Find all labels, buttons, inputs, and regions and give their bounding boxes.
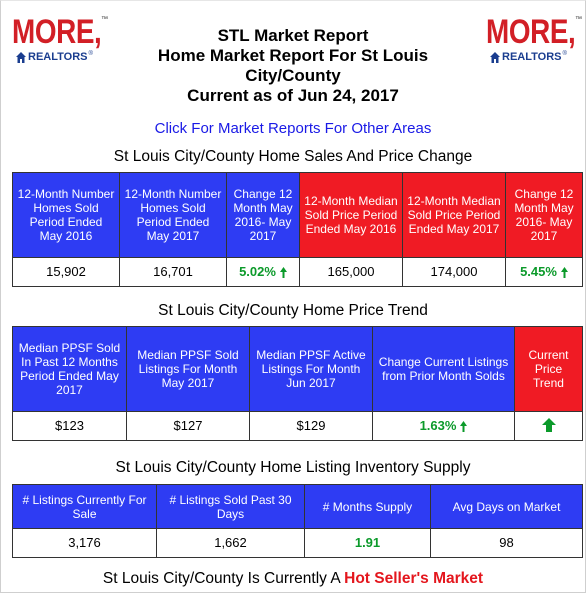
value-cell: 98 [430, 528, 583, 558]
inventory-values-row: 3,176 1,662 1.91 98 [12, 528, 583, 558]
header-cell: Change 12 Month May 2016- May 2017 [226, 172, 300, 258]
logo-wordmark: MORE, [486, 13, 576, 51]
sales-section-title: St Louis City/County Home Sales And Pric… [113, 148, 473, 165]
header-cell: # Listings Sold Past 30 Days [156, 484, 305, 529]
report-header: STL Market Report Home Market Report For… [110, 26, 476, 106]
sales-values-row: 15,902 16,701 5.02% 165,000 174,000 5.45… [12, 257, 583, 287]
up-arrow-icon [560, 267, 568, 279]
up-arrow-icon [460, 421, 468, 433]
value-cell: $127 [126, 411, 250, 441]
header-cell: # Listings Currently For Sale [12, 484, 157, 529]
header-cell: Change Current Listings from Prior Month… [372, 326, 515, 412]
header-cell: 12-Month Median Sold Price Period Ended … [299, 172, 403, 258]
header-cell: 12-Month Median Sold Price Period Ended … [402, 172, 506, 258]
value-cell-change: 5.45% [505, 257, 583, 287]
value-cell: 174,000 [402, 257, 506, 287]
report-subtitle: Home Market Report For St Louis [157, 46, 429, 65]
logo-more-realtors-right[interactable]: MORE, ™ REALTORS ® [484, 14, 584, 64]
trend-header-row: Median PPSF Sold In Past 12 Months Perio… [12, 326, 583, 412]
market-status-prefix: St Louis City/County Is Currently A [102, 570, 345, 587]
price-trend-cell [514, 411, 583, 441]
header-cell: 12-Month Number Homes Sold Period Ended … [119, 172, 227, 258]
value-cell-months-supply: 1.91 [304, 528, 431, 558]
value-cell-change: 1.63% [372, 411, 515, 441]
value-cell: $123 [12, 411, 127, 441]
trend-section-title: St Louis City/County Home Price Trend [158, 302, 428, 319]
logo-trademark: ™ [575, 16, 582, 23]
inventory-header-row: # Listings Currently For Sale # Listings… [12, 484, 583, 529]
sales-header-row: 12-Month Number Homes Sold Period Ended … [12, 172, 583, 258]
value-cell-change: 5.02% [226, 257, 300, 287]
value-cell: 16,701 [119, 257, 227, 287]
sales-table: 12-Month Number Homes Sold Period Ended … [12, 172, 583, 287]
change-value: 1.63% [419, 418, 457, 433]
logo-wordmark: MORE, [12, 13, 102, 51]
house-icon [490, 51, 500, 63]
logo-more-realtors-left[interactable]: MORE, ™ REALTORS ® [10, 14, 110, 64]
report-title: STL Market Report [217, 26, 369, 45]
header-cell: 12-Month Number Homes Sold Period Ended … [12, 172, 120, 258]
change-value: 5.02% [239, 264, 276, 279]
logo-trademark: ™ [101, 16, 108, 23]
house-icon [16, 51, 26, 63]
trend-table: Median PPSF Sold In Past 12 Months Perio… [12, 326, 583, 441]
header-cell: Current Price Trend [514, 326, 583, 412]
other-areas-link[interactable]: Click For Market Reports For Other Areas [154, 120, 432, 137]
header-cell: Median PPSF Active Listings For Month Ju… [249, 326, 373, 412]
logo-registered: ® [562, 51, 567, 57]
market-status-highlight: Hot Seller's Market [344, 570, 484, 587]
header-cell: # Months Supply [304, 484, 431, 529]
header-cell: Avg Days on Market [430, 484, 583, 529]
header-cell: Change 12 Month May 2016- May 2017 [505, 172, 583, 258]
market-status: St Louis City/County Is Currently A Hot … [0, 570, 586, 588]
inventory-section-title: St Louis City/County Home Listing Invent… [115, 459, 471, 476]
value-cell: 15,902 [12, 257, 120, 287]
report-area: City/County [245, 66, 341, 85]
header-cell: Median PPSF Sold In Past 12 Months Perio… [12, 326, 127, 412]
logo-subline: REALTORS ® [16, 51, 93, 63]
value-cell: 1,662 [156, 528, 305, 558]
value-cell: $129 [249, 411, 373, 441]
logo-subline: REALTORS ® [490, 51, 567, 63]
report-date: Current as of Jun 24, 2017 [187, 86, 399, 105]
up-arrow-icon [279, 267, 287, 279]
logo-realtors-text: REALTORS [502, 51, 562, 63]
change-value: 5.45% [520, 264, 557, 279]
trend-values-row: $123 $127 $129 1.63% [12, 411, 583, 441]
value-cell: 3,176 [12, 528, 157, 558]
logo-registered: ® [88, 51, 93, 57]
value-cell: 165,000 [299, 257, 403, 287]
inventory-table: # Listings Currently For Sale # Listings… [12, 484, 583, 558]
up-arrow-icon [541, 417, 556, 432]
logo-realtors-text: REALTORS [28, 51, 88, 63]
header-cell: Median PPSF Sold Listings For Month May … [126, 326, 250, 412]
